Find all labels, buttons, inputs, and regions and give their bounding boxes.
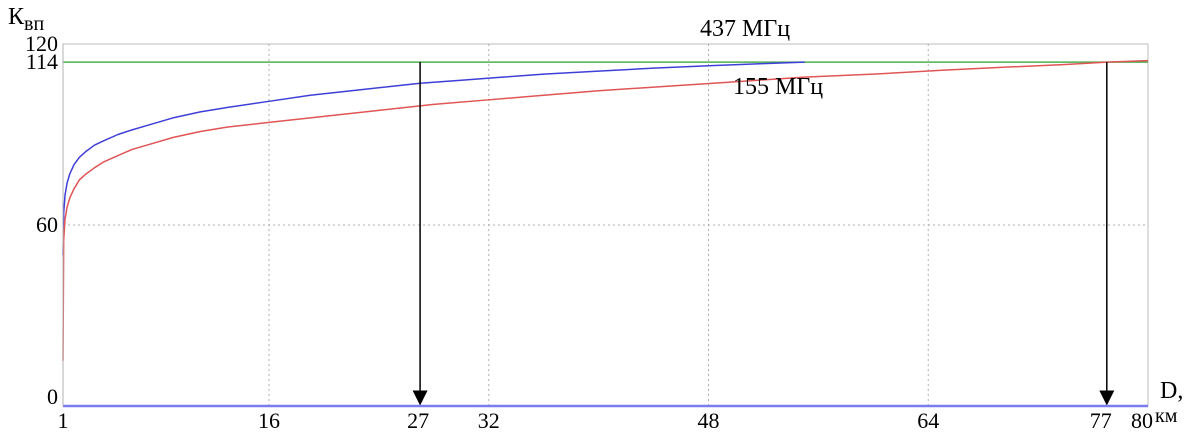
x-axis-label: D, xyxy=(1160,378,1183,404)
x-tick-label: 48 xyxy=(698,408,720,432)
y-tick-label: 0 xyxy=(47,384,58,409)
x-tick-label: 64 xyxy=(917,408,939,432)
x-tick-label: 32 xyxy=(478,408,500,432)
x-tick-label: 80 xyxy=(1131,408,1153,432)
series-line-0 xyxy=(62,61,805,256)
x-axis-unit: км xyxy=(1155,405,1178,427)
series-label-1: 155 МГц xyxy=(733,74,823,100)
y-tick-label: 120 xyxy=(25,31,58,56)
y-axis-label: Квп xyxy=(8,4,44,35)
y-tick-label: 114 xyxy=(26,49,58,74)
plot-frame xyxy=(62,43,1149,407)
x-tick-label: 16 xyxy=(258,408,280,432)
series-label-0: 437 МГц xyxy=(700,16,790,42)
series-line-1 xyxy=(62,59,1149,361)
x-tick-label: 77 xyxy=(1090,408,1112,432)
x-tick-label: 27 xyxy=(407,408,429,432)
y-tick-label: 60 xyxy=(36,212,58,237)
x-tick-label: 1 xyxy=(58,408,69,432)
